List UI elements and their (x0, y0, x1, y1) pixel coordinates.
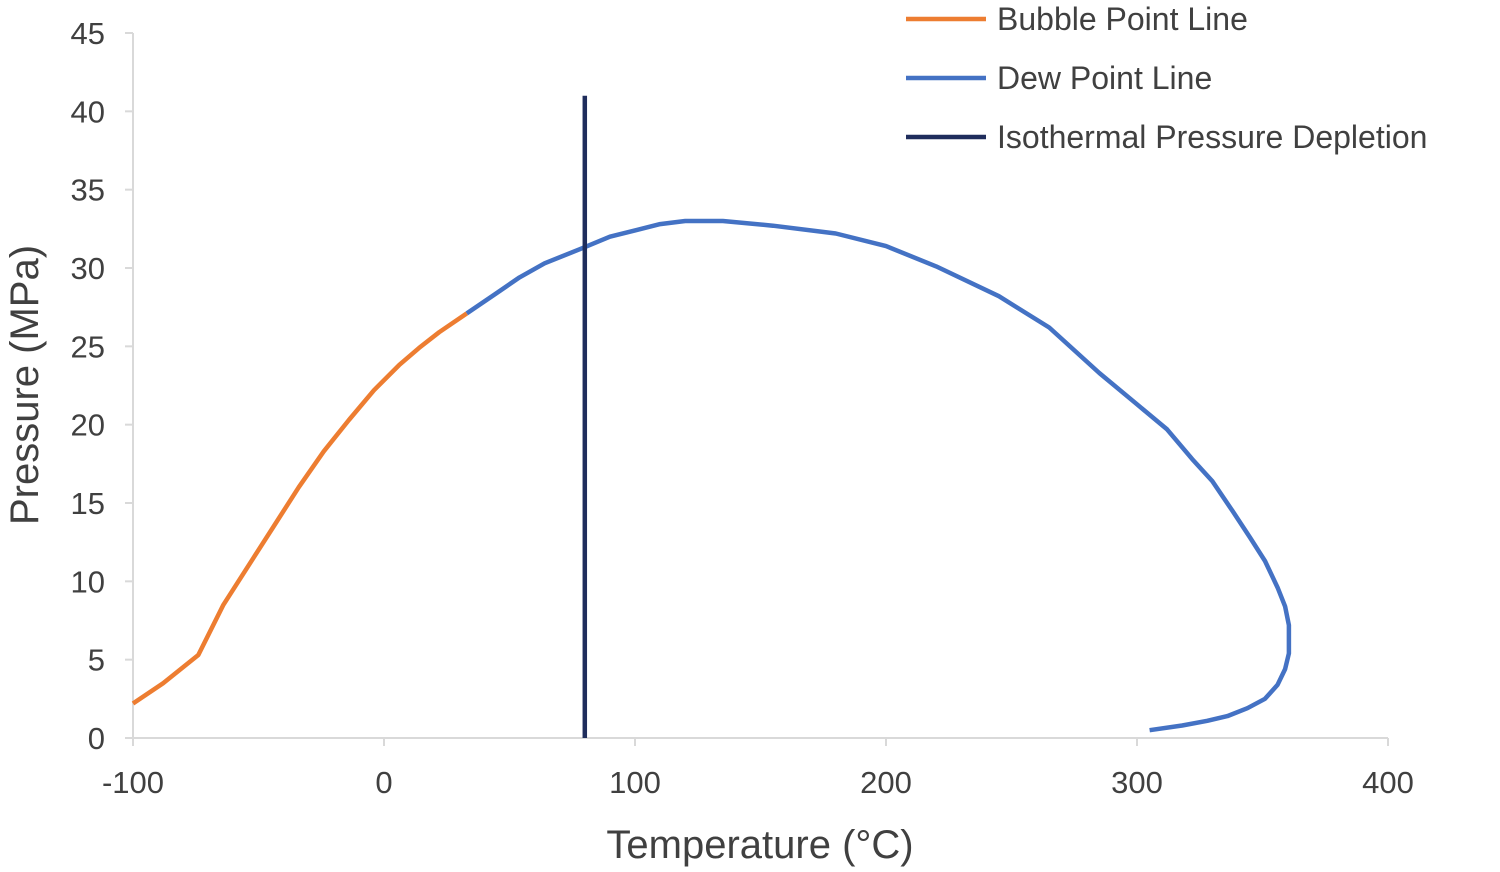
y-tick-label: 45 (71, 16, 105, 51)
y-tick-label: 40 (71, 94, 105, 129)
y-tick-label: 30 (71, 251, 105, 286)
y-axis-title: Pressure (MPa) (3, 245, 47, 525)
x-tick-label: 400 (1362, 765, 1414, 800)
legend-label-dew-point-line: Dew Point Line (997, 60, 1212, 96)
series-line-dew-point-line (465, 218, 1292, 733)
legend: Bubble Point Line Dew Point Line Isotherma… (906, 1, 1427, 155)
legend-label-isothermal-pressure-depletion: Isothermal Pressure Depletion (997, 119, 1427, 155)
x-tick-label: 300 (1111, 765, 1163, 800)
y-tick-label: 0 (88, 721, 105, 756)
axes (125, 32, 1389, 746)
series-lines (131, 95, 1292, 738)
y-tick-label: 20 (71, 408, 105, 443)
series-line-bubble-point-line (131, 311, 469, 706)
y-tick-label: 5 (88, 643, 105, 678)
x-axis-title: Temperature (°C) (606, 823, 913, 867)
y-tick-label: 10 (71, 564, 105, 599)
x-tick-label: -100 (102, 765, 164, 800)
y-tick-label: 25 (71, 329, 105, 364)
legend-label-bubble-point-line: Bubble Point Line (997, 1, 1248, 37)
y-tick-label: 15 (71, 486, 105, 521)
x-tick-label: 100 (609, 765, 661, 800)
tick-labels: 0 5 10 15 20 25 30 35 40 45 -100 0 100 200 300 400 (71, 16, 1414, 800)
x-tick-label: 200 (860, 765, 912, 800)
y-tick-label: 35 (71, 173, 105, 208)
x-tick-label: 0 (375, 765, 392, 800)
